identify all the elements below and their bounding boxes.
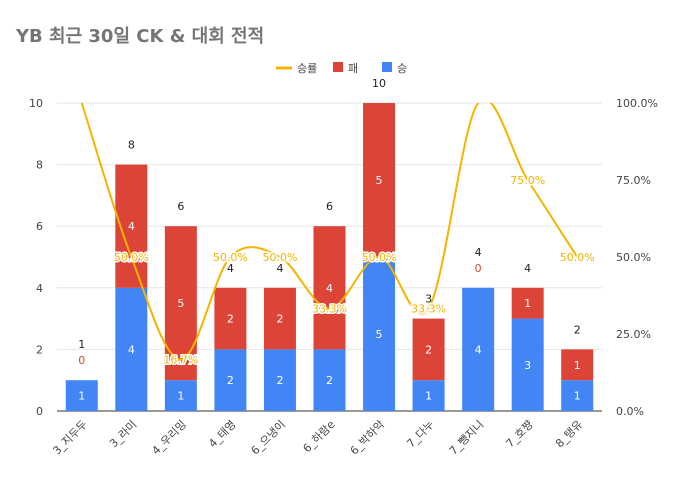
- win-rate-label: 50.0%: [362, 251, 397, 264]
- win-rate-label: 50.0%: [114, 251, 149, 264]
- x-tick-label: 6_박하악: [347, 417, 387, 457]
- bar-loss-label: 2: [425, 343, 432, 356]
- legend-label-rate: 승률: [297, 62, 317, 75]
- bar-win-label: 2: [227, 374, 234, 387]
- bar-loss-label: 5: [376, 174, 383, 187]
- y-tick-label: 8: [36, 159, 43, 172]
- bar-win: [363, 257, 396, 411]
- bar-loss: [561, 349, 594, 381]
- win-rate-label: 50.0%: [262, 251, 297, 264]
- bar-loss: [412, 318, 445, 381]
- bar-win: [313, 349, 346, 411]
- bar-loss-label: 0: [78, 354, 85, 367]
- bar-total-label: 1: [78, 338, 85, 351]
- bar-loss-label: 4: [128, 220, 135, 233]
- bars: [65, 103, 594, 411]
- x-tick-label: 7_호쨩: [503, 418, 535, 450]
- y-tick-label: 4: [36, 282, 43, 295]
- bar-loss: [511, 287, 544, 319]
- bar-loss: [363, 103, 396, 257]
- y2-tick-label: 100.0%: [616, 97, 658, 110]
- win-rate-line-path: [80, 103, 579, 361]
- bar-loss: [263, 287, 296, 350]
- bar-win: [462, 287, 495, 411]
- bar-total-label: 6: [177, 200, 184, 213]
- bar-win-label: 1: [78, 390, 85, 403]
- x-tick-label: 6_으냉이: [249, 418, 288, 457]
- x-tick-label: 4_우리밍: [149, 418, 188, 457]
- bar-win: [511, 318, 544, 411]
- legend-label-loss: 패: [348, 62, 358, 75]
- data-labels: 101 448156224224246551012340431411250.0%1…: [78, 77, 596, 403]
- bar-win: [214, 349, 247, 411]
- bar-loss: [313, 226, 346, 350]
- legend-swatch-win: [382, 62, 392, 72]
- bar-win-label: 4: [475, 343, 482, 356]
- y-tick-label: 0: [36, 405, 43, 418]
- y2-tick-label: 50.0%: [616, 251, 651, 264]
- x-tick-label: 3_라미: [107, 418, 139, 450]
- bar-win-label: 3: [524, 359, 531, 372]
- legend-label-win: 승: [397, 62, 407, 75]
- bar-total-label: 2: [574, 323, 581, 336]
- x-tick-label: 8_탱유: [553, 418, 585, 450]
- bar-total-label: 3: [425, 293, 432, 306]
- bar-loss-label: 2: [227, 313, 234, 326]
- bar-loss-label: 0: [475, 262, 482, 275]
- y2-tick-label: 25.0%: [616, 328, 651, 341]
- bar-loss-label: 5: [177, 297, 184, 310]
- bar-loss: [214, 287, 247, 350]
- win-rate-label: 33.3%: [411, 302, 446, 315]
- bar-win-label: 1: [574, 390, 581, 403]
- bar-win-label: 4: [128, 343, 135, 356]
- bar-total-label: 4: [227, 262, 234, 275]
- y-tick-label: 10: [29, 97, 43, 110]
- x-tick-label: 6_하람e: [300, 417, 338, 455]
- bar-win: [561, 380, 594, 411]
- bar-loss: [164, 226, 197, 381]
- bar-total-label: 4: [276, 262, 283, 275]
- bar-total-label: 8: [128, 139, 135, 152]
- bar-win: [115, 287, 148, 411]
- bar-loss-label: 1: [574, 359, 581, 372]
- bar-win: [164, 380, 197, 411]
- legend-swatch-loss: [333, 62, 343, 72]
- bar-win-label: 2: [276, 374, 283, 387]
- bar-total-label: 4: [475, 246, 482, 259]
- y-tick-label: 6: [36, 220, 43, 233]
- win-rate-label: 50.0%: [560, 251, 595, 264]
- bar-win: [263, 349, 296, 411]
- win-rate-line: [80, 103, 579, 361]
- bar-win-label: 1: [177, 390, 184, 403]
- x-tick-label: 7_다누: [404, 418, 436, 450]
- win-rate-label: 33.3%: [312, 302, 347, 315]
- bar-loss-label: 2: [276, 313, 283, 326]
- win-rate-label: 50.0%: [213, 251, 248, 264]
- legend: 승률 패 승: [276, 62, 407, 75]
- bar-win-label: 5: [376, 328, 383, 341]
- bar-loss-label: 4: [326, 282, 333, 295]
- bar-total-label: 4: [524, 262, 531, 275]
- x-tick-label: 4_태영: [206, 418, 238, 450]
- bar-total-label: 10: [372, 77, 386, 90]
- bar-win-label: 1: [425, 390, 432, 403]
- chart-title: YB 최근 30일 CK & 대회 전적: [16, 26, 265, 47]
- y-tick-label: 2: [36, 343, 43, 356]
- bar-win: [412, 380, 445, 411]
- bar-win: [65, 380, 98, 411]
- win-rate-label: 16.7%: [163, 354, 198, 367]
- y2-tick-label: 75.0%: [616, 174, 651, 187]
- bar-total-label: 6: [326, 200, 333, 213]
- x-tick-label: 3_지두두: [50, 418, 89, 457]
- y2-tick-label: 0.0%: [616, 405, 644, 418]
- bar-loss-label: 1: [524, 297, 531, 310]
- win-rate-label: 75.0%: [510, 174, 545, 187]
- bar-win-label: 2: [326, 374, 333, 387]
- x-tick-label: 7_뺑지니: [447, 418, 486, 457]
